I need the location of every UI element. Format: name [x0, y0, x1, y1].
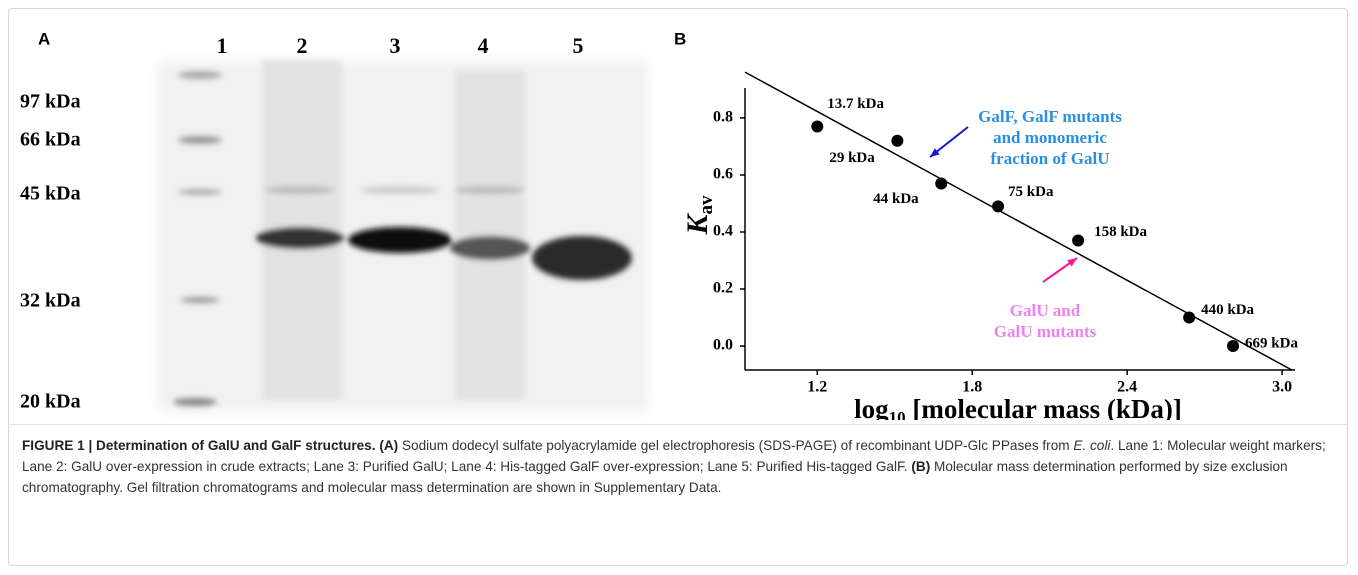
x-axis-label-sub: 10 — [889, 408, 906, 420]
lane-label: 3 — [390, 33, 401, 58]
annotation: fraction of GalU — [991, 149, 1110, 168]
data-point — [1227, 340, 1239, 352]
caption-tag: (B) — [911, 459, 930, 474]
data-point — [935, 178, 947, 190]
separator — [8, 424, 1348, 425]
point-label: 44 kDa — [873, 191, 919, 207]
gel-panel: A 1 2 3 4 5 97 kDa 66 kDa 45 kDa 32 kDa 20 kDa — [0, 0, 660, 420]
annotation: GalU and — [1010, 301, 1081, 320]
y-tick-label: 0.8 — [713, 109, 733, 126]
point-label: 669 kDa — [1245, 335, 1298, 351]
y-tick-label: 0.0 — [713, 337, 733, 354]
point-label: 13.7 kDa — [827, 96, 884, 112]
x-axis-label-part: [molecular mass (kDa)] — [906, 394, 1182, 420]
caption-italic: E. coli — [1073, 438, 1110, 453]
lane-label: 4 — [478, 33, 489, 58]
point-label: 75 kDa — [1008, 184, 1054, 200]
y-axis-label-sub: av — [696, 195, 717, 215]
annotation: GalF, GalF mutants — [978, 107, 1122, 126]
marker-label: 97 kDa — [20, 91, 81, 113]
annotation: GalU mutants — [994, 322, 1097, 341]
point-label: 29 kDa — [829, 150, 875, 166]
marker-label: 32 kDa — [20, 290, 81, 312]
marker-label: 20 kDa — [20, 391, 81, 413]
y-tick-label: 0.4 — [713, 223, 733, 240]
figure: A 1 2 3 4 5 97 kDa 66 kDa 45 kDa 32 kDa 20 kDa B … — [0, 0, 1358, 575]
caption-text: Sodium dodecyl sulfate polyacrylamide ge… — [402, 438, 1070, 453]
caption-tag: (A) — [379, 438, 398, 453]
y-axis-label: Kav — [681, 195, 717, 236]
caption-title: FIGURE 1 | Determination of GalU and Gal… — [22, 438, 376, 453]
x-axis-label: log10 [molecular mass (kDa)] — [854, 394, 1182, 420]
y-axis-label-main: K — [681, 213, 714, 236]
annotation: and monomeric — [993, 128, 1107, 147]
x-tick-label: 1.8 — [962, 379, 982, 396]
point-label: 158 kDa — [1094, 224, 1147, 240]
marker-label: 66 kDa — [20, 129, 81, 151]
data-point — [891, 135, 903, 147]
x-axis-label-part: log — [854, 394, 889, 420]
data-point — [1183, 312, 1195, 324]
data-point — [811, 120, 823, 132]
lane-label: 2 — [297, 33, 308, 58]
y-tick-label: 0.6 — [713, 166, 733, 183]
chart: B 1.2 1.8 2.4 3.0 0.0 0.2 0.4 0.6 0.8 13.7 kDa 29 … — [658, 0, 1358, 420]
caption: FIGURE 1 | Determination of GalU and Gal… — [22, 435, 1338, 498]
arrow-head — [1067, 258, 1077, 266]
lane-label: 1 — [217, 33, 228, 58]
x-tick-label: 3.0 — [1272, 379, 1292, 396]
x-tick-label: 2.4 — [1117, 379, 1137, 396]
point-label: 440 kDa — [1201, 302, 1254, 318]
panel-label: A — [38, 29, 50, 48]
x-tick-label: 1.2 — [807, 379, 827, 396]
panel-label: B — [674, 29, 686, 48]
y-tick-label: 0.2 — [713, 280, 733, 297]
marker-label: 45 kDa — [20, 183, 81, 205]
data-point — [992, 200, 1004, 212]
lane-label: 5 — [573, 33, 584, 58]
data-point — [1072, 235, 1084, 247]
